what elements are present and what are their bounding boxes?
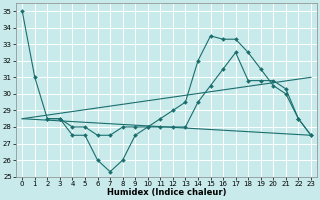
X-axis label: Humidex (Indice chaleur): Humidex (Indice chaleur): [107, 188, 226, 197]
